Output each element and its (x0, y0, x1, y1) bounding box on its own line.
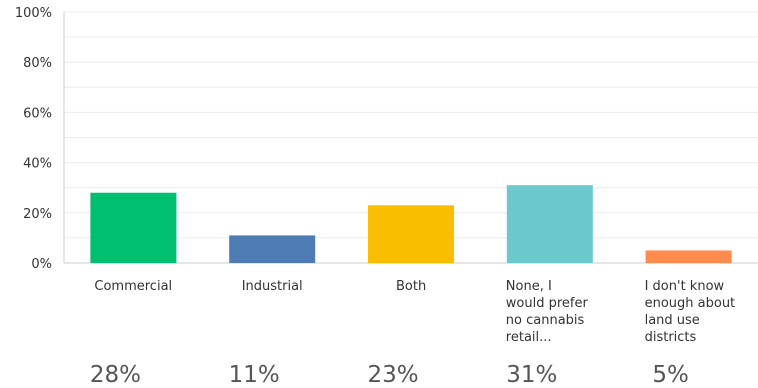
percentage-label: 23% (367, 362, 419, 388)
bar[interactable] (229, 235, 316, 263)
y-tick-label: 0% (31, 257, 52, 272)
x-category-label: Both (396, 279, 427, 294)
y-tick-label: 40% (23, 157, 52, 172)
x-category-label: I don't know enough about land use distr… (644, 279, 736, 345)
bar[interactable] (645, 250, 732, 263)
y-tick-label: 60% (23, 106, 52, 121)
percentage-label: 11% (228, 362, 280, 388)
y-tick-label: 80% (23, 56, 52, 71)
y-tick-label: 100% (15, 6, 52, 21)
bar[interactable] (506, 185, 593, 263)
x-category-label: Industrial (241, 279, 303, 294)
y-tick-label: 20% (23, 207, 52, 222)
percentage-label: 5% (652, 362, 689, 388)
percentage-label: 28% (89, 362, 141, 388)
x-category-label: Commercial (94, 279, 173, 294)
percentage-label: 31% (506, 362, 558, 388)
x-category-label: None, I would prefer no cannabis retail.… (505, 279, 588, 345)
bar[interactable] (90, 192, 177, 263)
bar[interactable] (368, 205, 454, 263)
